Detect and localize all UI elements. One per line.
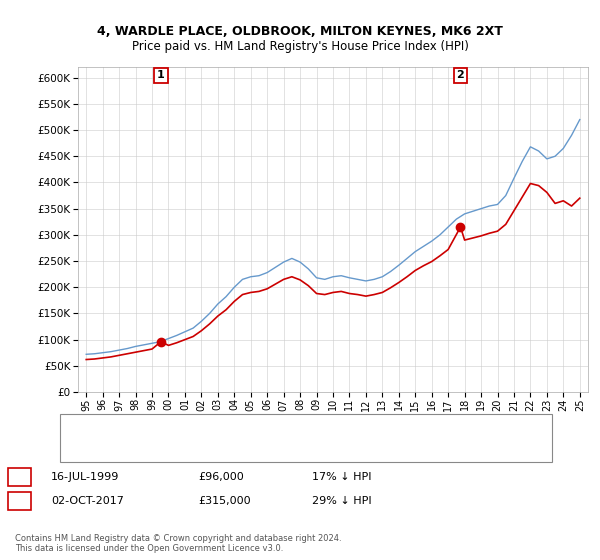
Text: 2: 2: [16, 496, 23, 506]
Text: 02-OCT-2017: 02-OCT-2017: [51, 496, 124, 506]
Text: HPI: Average price, detached house, Milton Keynes: HPI: Average price, detached house, Milt…: [87, 445, 336, 455]
Text: 29% ↓ HPI: 29% ↓ HPI: [312, 496, 371, 506]
Text: 1: 1: [157, 71, 165, 80]
Text: £96,000: £96,000: [198, 472, 244, 482]
Text: 2: 2: [457, 71, 464, 80]
Text: 1: 1: [16, 472, 23, 482]
Text: —: —: [69, 420, 85, 435]
Text: Price paid vs. HM Land Registry's House Price Index (HPI): Price paid vs. HM Land Registry's House …: [131, 40, 469, 53]
Text: 16-JUL-1999: 16-JUL-1999: [51, 472, 119, 482]
Text: 4, WARDLE PLACE, OLDBROOK, MILTON KEYNES, MK6 2XT: 4, WARDLE PLACE, OLDBROOK, MILTON KEYNES…: [97, 25, 503, 38]
Text: 4, WARDLE PLACE, OLDBROOK, MILTON KEYNES, MK6 2XT (detached house): 4, WARDLE PLACE, OLDBROOK, MILTON KEYNES…: [87, 423, 460, 433]
Text: £315,000: £315,000: [198, 496, 251, 506]
Text: 17% ↓ HPI: 17% ↓ HPI: [312, 472, 371, 482]
Text: Contains HM Land Registry data © Crown copyright and database right 2024.
This d: Contains HM Land Registry data © Crown c…: [15, 534, 341, 553]
Text: —: —: [69, 442, 85, 458]
